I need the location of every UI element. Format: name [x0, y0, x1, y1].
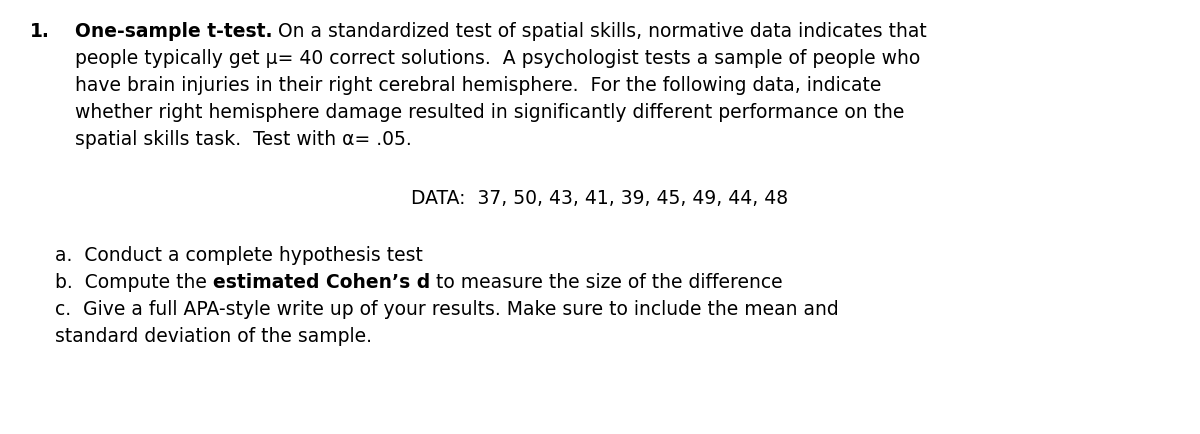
- Text: to measure the size of the difference: to measure the size of the difference: [430, 273, 782, 291]
- Text: b.  Compute the: b. Compute the: [55, 273, 212, 291]
- Text: On a standardized test of spatial skills, normative data indicates that: On a standardized test of spatial skills…: [272, 22, 928, 41]
- Text: 1.: 1.: [30, 22, 50, 41]
- Text: standard deviation of the sample.: standard deviation of the sample.: [55, 326, 372, 345]
- Text: spatial skills task.  Test with α= .05.: spatial skills task. Test with α= .05.: [74, 130, 412, 149]
- Text: One-sample t-test.: One-sample t-test.: [74, 22, 272, 41]
- Text: people typically get μ= 40 correct solutions.  A psychologist tests a sample of : people typically get μ= 40 correct solut…: [74, 49, 920, 68]
- Text: c.  Give a full APA-style write up of your results. Make sure to include the mea: c. Give a full APA-style write up of you…: [55, 299, 839, 318]
- Text: have brain injuries in their right cerebral hemisphere.  For the following data,: have brain injuries in their right cereb…: [74, 76, 881, 95]
- Text: DATA:  37, 50, 43, 41, 39, 45, 49, 44, 48: DATA: 37, 50, 43, 41, 39, 45, 49, 44, 48: [412, 188, 788, 207]
- Text: a.  Conduct a complete hypothesis test: a. Conduct a complete hypothesis test: [55, 246, 422, 264]
- Text: estimated Cohen’s d: estimated Cohen’s d: [212, 273, 430, 291]
- Text: whether right hemisphere damage resulted in significantly different performance : whether right hemisphere damage resulted…: [74, 103, 905, 122]
